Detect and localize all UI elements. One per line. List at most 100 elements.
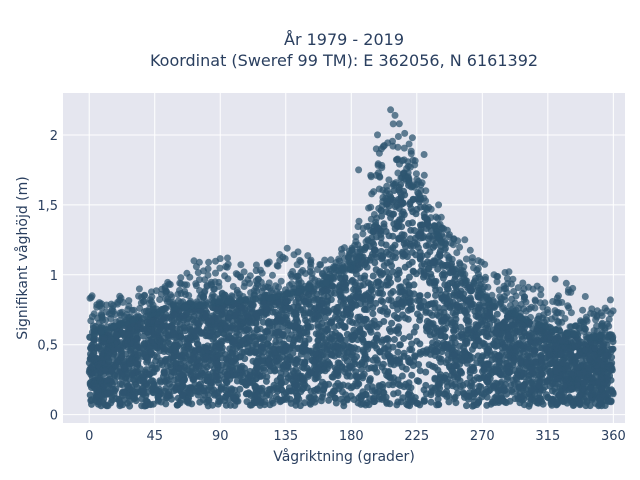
data-point (349, 319, 356, 326)
data-point (597, 374, 605, 382)
data-point (521, 293, 529, 301)
data-point (116, 380, 124, 388)
data-point (400, 349, 408, 357)
data-point (546, 370, 554, 378)
data-point (341, 284, 349, 292)
data-point (603, 307, 611, 315)
data-point (394, 348, 402, 356)
data-point (562, 279, 570, 287)
data-point (573, 342, 581, 350)
data-point (392, 249, 400, 257)
data-point (364, 383, 372, 391)
data-point (264, 260, 272, 268)
data-point (423, 272, 431, 280)
data-point (587, 390, 595, 398)
data-point (379, 254, 386, 262)
data-point (186, 367, 194, 375)
data-point (294, 384, 302, 392)
data-point (301, 359, 309, 367)
data-point (120, 364, 128, 372)
data-point (240, 283, 248, 290)
data-point (508, 295, 516, 303)
data-point (456, 243, 464, 251)
data-point (282, 290, 290, 298)
data-point (420, 386, 428, 394)
data-point (409, 267, 417, 275)
data-point (363, 343, 370, 351)
data-point (132, 397, 140, 405)
data-point (114, 300, 122, 308)
data-point (419, 347, 427, 355)
data-point (493, 278, 501, 286)
data-point (389, 244, 397, 252)
data-point (113, 332, 121, 340)
data-point (546, 333, 554, 341)
data-point (335, 287, 343, 295)
data-point (382, 241, 390, 249)
data-point (126, 360, 134, 368)
data-point (203, 353, 211, 361)
data-point (451, 282, 459, 289)
data-point (327, 289, 335, 297)
data-point (474, 313, 482, 321)
data-point (369, 304, 377, 312)
data-point (309, 357, 317, 365)
data-point (520, 369, 528, 377)
data-point (575, 324, 583, 332)
data-point (410, 227, 418, 234)
data-point (513, 385, 521, 393)
data-point (87, 370, 95, 378)
data-point (344, 305, 351, 313)
data-point (484, 345, 492, 353)
data-point (435, 328, 443, 336)
data-point (395, 269, 403, 277)
data-point (598, 385, 606, 393)
data-point (372, 266, 380, 274)
data-point (353, 293, 361, 301)
data-point (276, 346, 284, 354)
data-point (426, 248, 434, 256)
data-point (159, 372, 167, 380)
data-point (390, 220, 398, 228)
data-point (295, 395, 303, 403)
data-point (111, 361, 119, 369)
data-point (157, 315, 165, 323)
data-point (98, 304, 106, 312)
data-point (154, 328, 162, 336)
data-point (173, 318, 181, 326)
data-point (491, 394, 499, 402)
data-point (243, 398, 251, 406)
data-point (299, 306, 307, 314)
data-point (103, 376, 111, 384)
data-point (537, 291, 545, 299)
data-point (519, 381, 527, 389)
data-point (497, 397, 505, 405)
data-point (435, 258, 443, 266)
data-point (535, 366, 543, 374)
data-point (567, 351, 575, 359)
data-point (121, 330, 129, 338)
data-point (451, 393, 459, 401)
data-point (409, 195, 417, 203)
data-point (431, 363, 439, 371)
data-point (501, 387, 509, 395)
data-point (414, 231, 422, 239)
data-point (419, 302, 427, 310)
data-point (417, 203, 424, 211)
data-point (598, 323, 605, 330)
data-point (385, 209, 393, 217)
data-point (192, 365, 200, 373)
data-point (421, 214, 429, 222)
data-point (131, 368, 138, 376)
data-point (124, 383, 132, 391)
data-point (436, 250, 443, 258)
data-point (510, 288, 518, 295)
data-point (340, 244, 348, 252)
data-point (492, 363, 500, 371)
data-point (214, 330, 222, 338)
data-point (344, 382, 352, 390)
data-point (305, 335, 313, 343)
data-point (479, 317, 487, 325)
data-point (283, 356, 291, 364)
data-point (146, 296, 154, 304)
